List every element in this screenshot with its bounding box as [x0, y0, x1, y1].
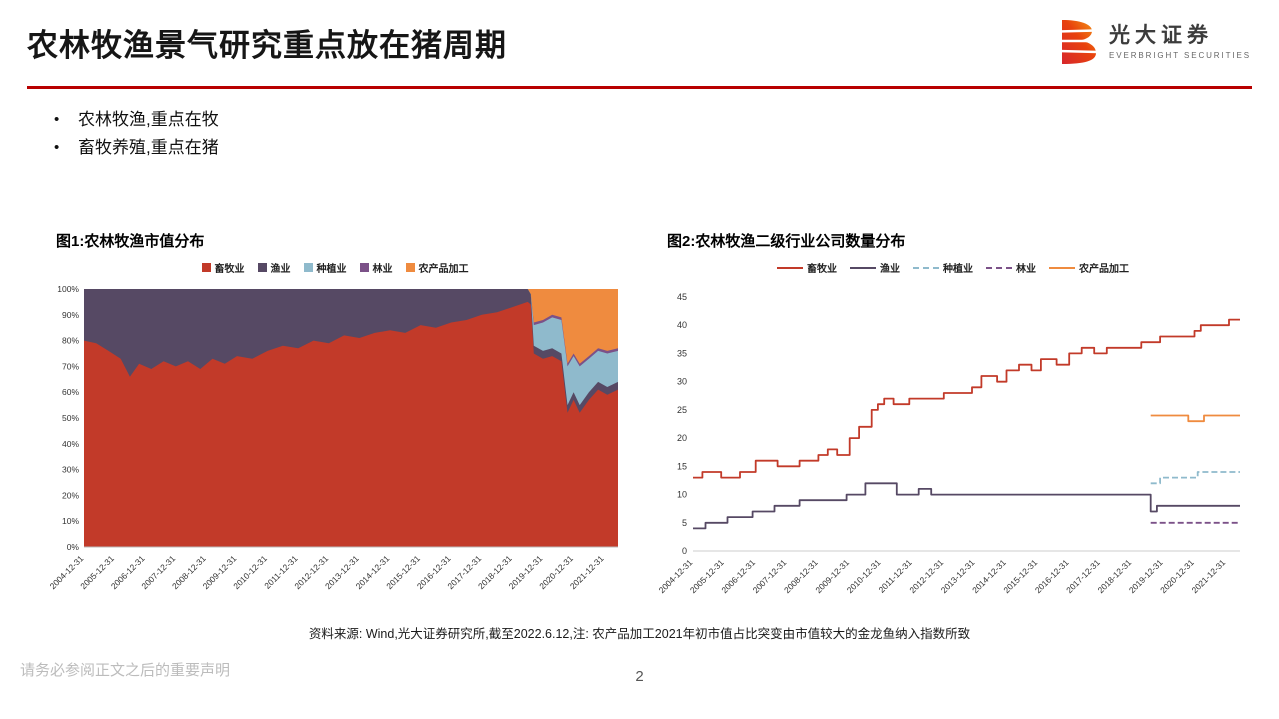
legend-label: 种植业: [943, 264, 973, 275]
footer-disclaimer: 请务必参阅正文之后的重要声明: [20, 662, 231, 679]
x-axis-label: 2021-12-31: [1189, 557, 1227, 595]
company-count-chart: 0510152025303540452004-12-312005-12-3120…: [657, 292, 1240, 595]
source-note: 资料来源: Wind,光大证券研究所,截至2022.6.12,注: 农产品加工2…: [308, 627, 971, 641]
legend-swatch: [1049, 266, 1075, 269]
y-axis-label: 10: [677, 490, 687, 500]
y-axis-label: 80%: [62, 336, 79, 346]
page-number: 2: [635, 668, 644, 685]
legend-label: 农产品加工: [1079, 264, 1129, 275]
line-series: [693, 318, 1240, 479]
y-axis-label: 0: [682, 546, 687, 556]
legend-item: 渔业: [850, 260, 900, 275]
bullet-list: 农林牧渔,重点在牧 畜牧养殖,重点在猪: [52, 106, 219, 162]
figure-2: 图2:农林牧渔二级行业公司数量分布 畜牧业 渔业 种植业 林业 农产品加工 0 5 10 15…: [653, 230, 1253, 647]
y-axis-label: 40%: [62, 439, 79, 449]
legend-swatch: [913, 266, 939, 269]
y-axis-label: 100%: [57, 284, 79, 294]
everbright-logo-icon: [1057, 20, 1099, 64]
y-axis-label: 15: [677, 461, 687, 471]
legend-swatch: [201, 263, 211, 272]
legend-item: 林业: [986, 260, 1036, 275]
legend-label: 种植业: [316, 264, 347, 275]
y-axis-label: 30%: [62, 465, 79, 475]
legend-label: 林业: [372, 264, 393, 275]
line-series: [693, 482, 1240, 530]
legend-swatch: [850, 266, 876, 269]
legend-label: 渔业: [270, 264, 291, 275]
title-divider: [27, 86, 1252, 89]
y-axis-label: 30: [677, 377, 687, 387]
y-axis-label: 50%: [62, 413, 79, 423]
brand-name-cn: 光大证券: [1109, 24, 1213, 47]
y-axis-label: 0%: [67, 542, 80, 552]
y-axis-label: 70%: [62, 361, 79, 371]
legend-item: 农产品加工: [1049, 260, 1129, 275]
legend-swatch: [986, 266, 1012, 269]
line-series: [1150, 471, 1240, 485]
legend-item: 种植业: [913, 260, 973, 275]
y-axis-label: 20: [677, 433, 687, 443]
legend-label: 农产品加工: [418, 264, 469, 275]
page-title: 农林牧渔景气研究重点放在猪周期: [27, 28, 507, 63]
legend-swatch: [257, 263, 267, 272]
y-axis-label: 25: [677, 405, 687, 415]
y-axis-label: 35: [677, 348, 687, 358]
legend-label: 林业: [1016, 264, 1036, 275]
figure-2-legend: 畜牧业 渔业 种植业 林业 农产品加工: [653, 260, 1253, 275]
brand-logo: 光大证券 EVERBRIGHT SECURITIES: [1056, 18, 1251, 66]
y-axis-label: 60%: [62, 387, 79, 397]
figure-2-title: 图2:农林牧渔二级行业公司数量分布: [667, 233, 906, 250]
y-axis-label: 5: [682, 518, 687, 528]
legend-swatch: [777, 266, 803, 269]
legend-item: 畜牧业: [201, 260, 245, 275]
legend-item: 种植业: [303, 260, 347, 275]
line-series: [1150, 414, 1240, 423]
x-axis-label: 2021-12-31: [568, 553, 606, 591]
bullet-item: 农林牧渔,重点在牧: [52, 106, 219, 134]
y-axis-label: 20%: [62, 490, 79, 500]
figure-1: 图1:农林牧渔市值分布 畜牧业 渔业 种植业 林业 农产品加工 0% 10% 20% 30% 4…: [40, 230, 630, 639]
market-cap-distribution-chart: 0%10%20%30%40%50%60%70%80%90%100%2004-12…: [48, 284, 618, 591]
legend-item: 渔业: [257, 260, 291, 275]
brand-text: 光大证券 EVERBRIGHT SECURITIES: [1109, 24, 1251, 60]
y-axis-label: 40: [677, 320, 687, 330]
legend-item: 农产品加工: [405, 260, 469, 275]
y-axis-label: 90%: [62, 310, 79, 320]
y-axis-label: 10%: [62, 516, 79, 526]
figure-1-legend: 畜牧业 渔业 种植业 林业 农产品加工: [40, 260, 630, 275]
legend-item: 畜牧业: [777, 260, 837, 275]
brand-name-en: EVERBRIGHT SECURITIES: [1109, 51, 1251, 60]
legend-swatch: [405, 263, 415, 272]
area-series: [84, 301, 618, 547]
legend-label: 渔业: [880, 264, 900, 275]
legend-swatch: [359, 263, 369, 272]
figure-1-title: 图1:农林牧渔市值分布: [56, 233, 205, 250]
bullet-item: 畜牧养殖,重点在猪: [52, 134, 219, 162]
legend-label: 畜牧业: [807, 264, 837, 275]
legend-label: 畜牧业: [214, 264, 245, 275]
y-axis-label: 45: [677, 292, 687, 302]
legend-item: 林业: [359, 260, 393, 275]
legend-swatch: [303, 263, 313, 272]
